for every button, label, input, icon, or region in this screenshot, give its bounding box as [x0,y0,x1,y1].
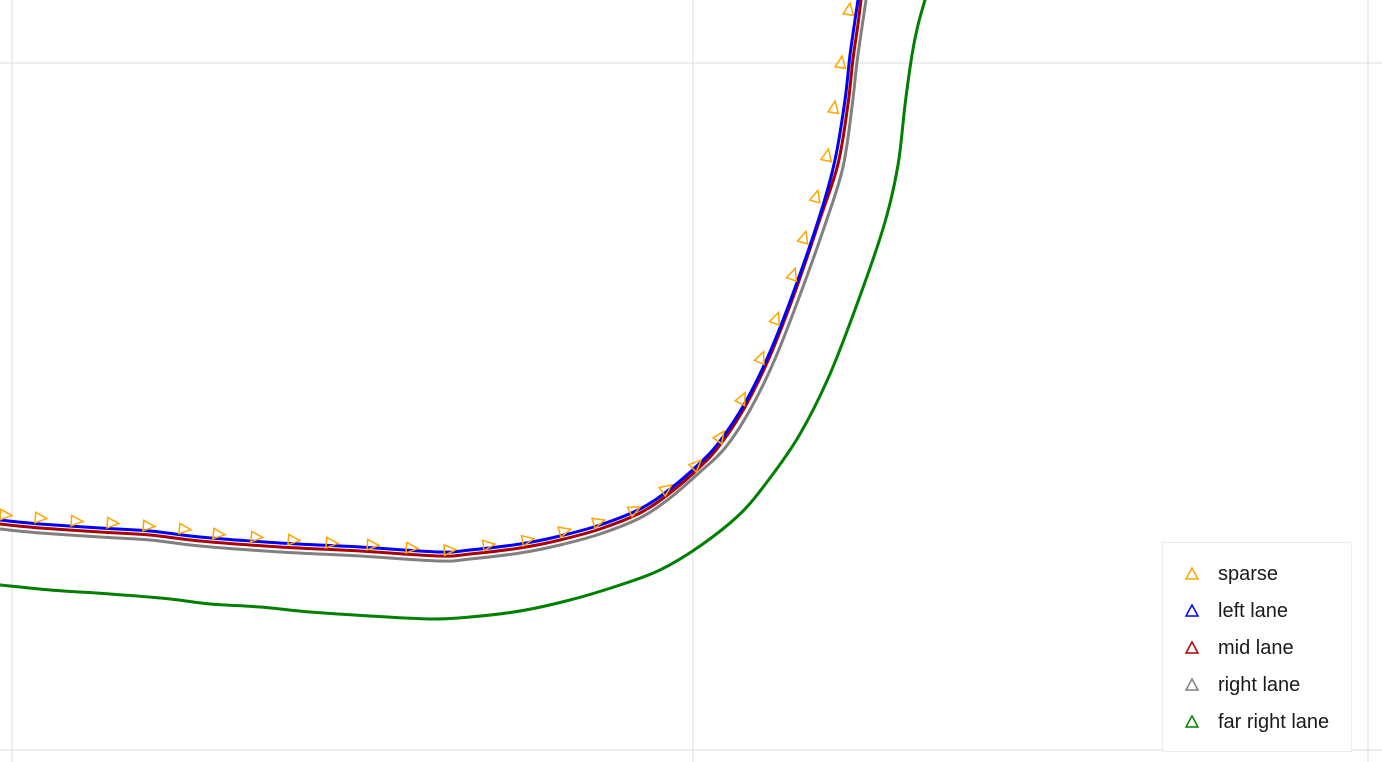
legend-item-sparse[interactable]: sparse [1183,561,1278,587]
sparse-marker [287,533,302,546]
series-line-mid-lane [0,0,863,558]
sparse-marker [753,349,765,366]
sparse-marker [405,541,420,555]
sparse-marker [819,147,833,163]
legend-label: sparse [1218,562,1279,585]
sparse-marker [0,508,14,521]
triangle-icon [1184,677,1200,691]
triangle-icon [1184,603,1200,617]
series-line-left-lane [0,0,860,554]
sparse-marker [768,310,781,327]
triangle-icon [1184,566,1200,580]
sparse-marker [177,522,193,535]
sparse-marker [481,539,497,553]
legend-label: right lane [1218,673,1301,696]
sparse-marker [325,536,340,550]
sparse-marker [250,530,265,543]
sparse-marker [626,506,642,519]
legend-label: far right lane [1218,710,1330,733]
sparse-marker [557,526,573,539]
sparse-marker [34,511,49,524]
sparse-marker [687,458,703,474]
triangle-icon [1184,714,1200,728]
sparse-marker [211,527,227,540]
sparse-marker [785,266,798,283]
legend-label: left lane [1218,599,1289,622]
legend-label: mid lane [1218,636,1294,659]
sparse-marker [826,99,840,115]
series-line-far-right-lane [0,0,927,621]
sparse-marker [833,54,847,70]
triangle-icon [1184,640,1200,654]
legend: sparse left lane mid lane right lane far… [1162,542,1352,752]
series-layer [0,0,927,621]
sparse-marker [590,517,607,530]
sparse-marker [796,229,809,245]
sparse-marker [733,391,747,407]
sparse-marker [366,538,381,552]
legend-item-right-lane[interactable]: right lane [1183,672,1300,698]
sparse-marker [106,516,121,530]
sparse-marker [711,429,726,446]
sparse-marker [808,188,821,204]
sparse-marker [70,514,85,528]
sparse-marker [443,543,458,557]
sparse-marker [657,483,674,498]
sparse-marker [142,519,157,532]
legend-item-left-lane[interactable]: left lane [1183,598,1288,624]
sparse-marker [841,1,855,17]
legend-item-far-right-lane[interactable]: far right lane [1183,709,1329,735]
sparse-marker [520,534,536,548]
legend-item-mid-lane[interactable]: mid lane [1183,635,1294,661]
series-line-right-lane [0,0,868,563]
